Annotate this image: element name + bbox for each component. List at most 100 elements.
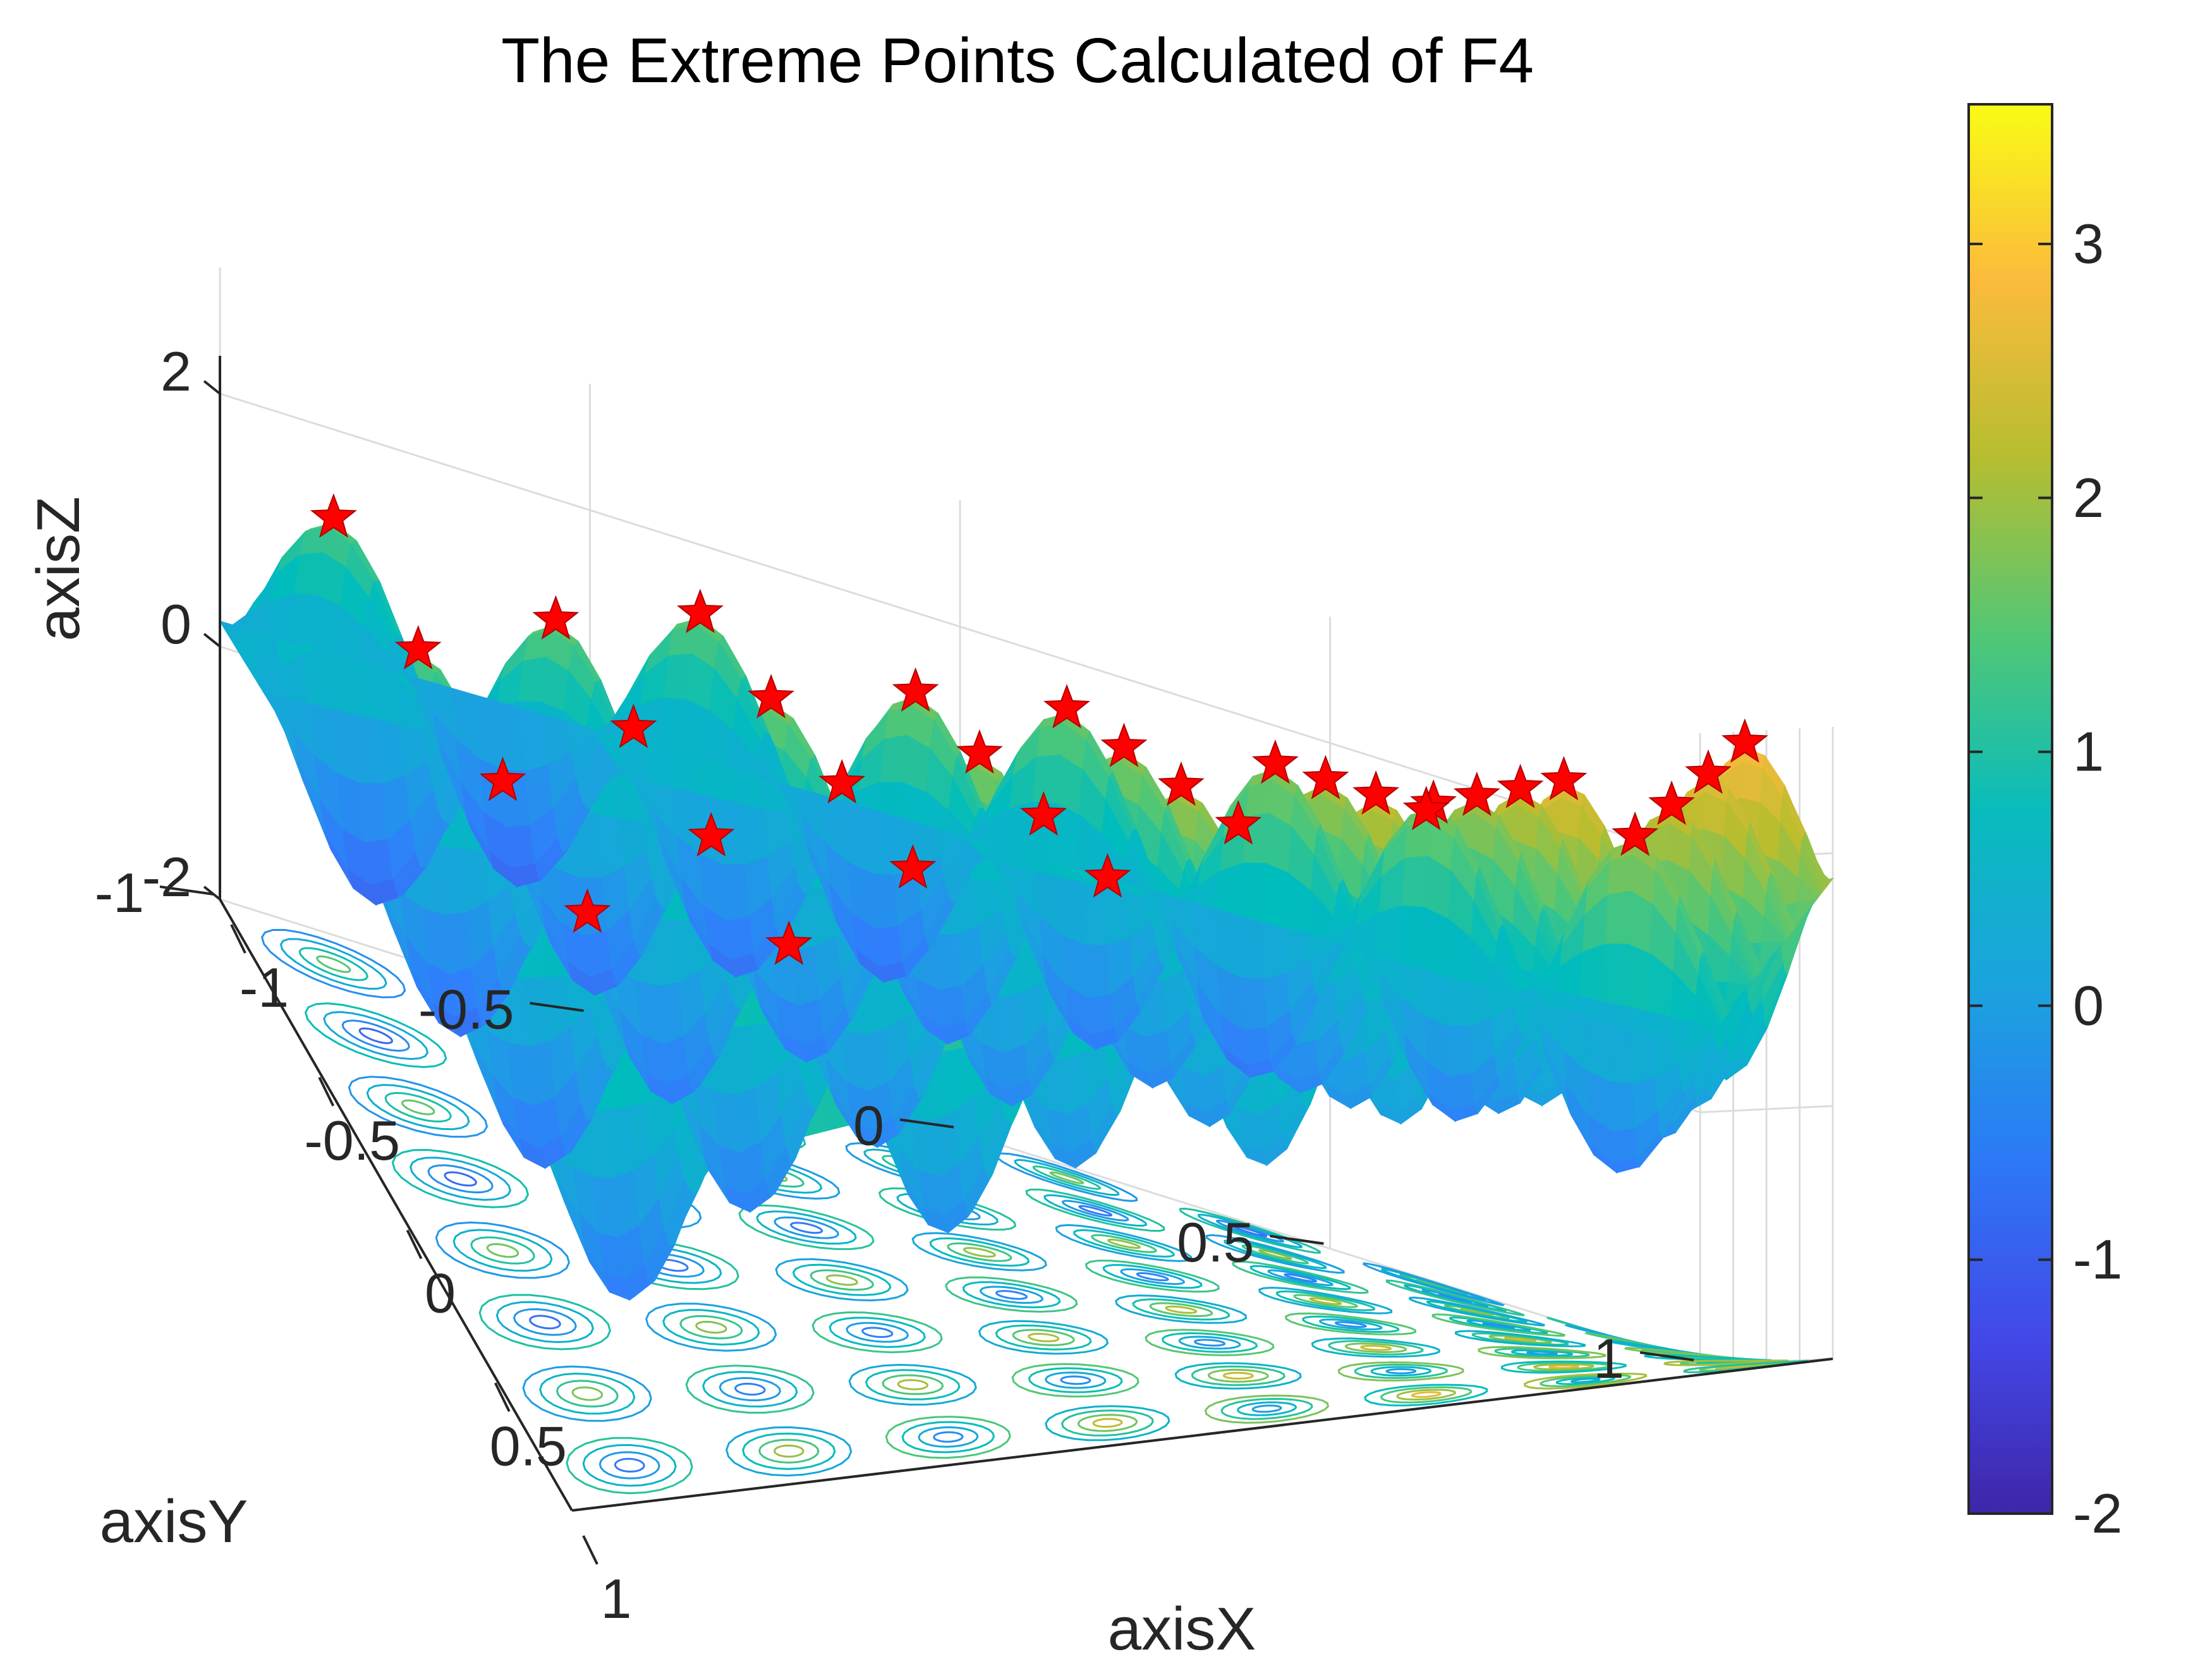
contour-line bbox=[995, 1152, 1138, 1202]
z-tick-mark bbox=[203, 380, 221, 395]
extreme-point-marker bbox=[1684, 749, 1732, 794]
contour-line bbox=[645, 1303, 777, 1352]
contour-line bbox=[792, 1263, 892, 1296]
contour-line bbox=[1370, 1366, 1432, 1377]
contour-line bbox=[1385, 1279, 1525, 1316]
y-tick-mark bbox=[1270, 1234, 1324, 1245]
surface-patch bbox=[1607, 1021, 1634, 1084]
contour-line bbox=[1233, 1225, 1268, 1237]
contour-line bbox=[1293, 1294, 1358, 1308]
contour-line bbox=[865, 1369, 961, 1401]
contour-line bbox=[1396, 1389, 1456, 1401]
contour-line bbox=[1363, 1262, 1505, 1306]
contour-line bbox=[1309, 1297, 1342, 1306]
contour-line bbox=[1354, 1363, 1448, 1379]
surface-patch bbox=[871, 872, 899, 929]
contour-line bbox=[1178, 1335, 1241, 1350]
contour-line bbox=[1232, 1260, 1369, 1294]
surface-patch bbox=[1239, 863, 1267, 924]
contour-line bbox=[1055, 1224, 1193, 1262]
contour-line bbox=[758, 1438, 820, 1464]
surface-patch bbox=[875, 925, 903, 967]
contour-line bbox=[1025, 1188, 1165, 1232]
contour-line bbox=[995, 1324, 1092, 1351]
contour-line bbox=[1193, 1339, 1226, 1347]
y-tick-label: 0 bbox=[853, 1095, 884, 1157]
contour-line bbox=[1555, 1376, 1615, 1385]
extreme-point-marker bbox=[676, 588, 724, 633]
contour-line bbox=[1431, 1313, 1566, 1337]
surface-patch bbox=[1676, 1042, 1703, 1064]
contour-line bbox=[1517, 1362, 1611, 1372]
contour-line bbox=[1107, 1238, 1141, 1249]
extreme-point-marker bbox=[1612, 811, 1659, 856]
surface-patch bbox=[682, 699, 711, 763]
contour-line bbox=[885, 1416, 1011, 1459]
surface-patch bbox=[1607, 854, 1634, 896]
contour-line bbox=[1510, 1349, 1573, 1357]
contour-line bbox=[1409, 1296, 1545, 1327]
colorbar: -2 -1 0 1 2 3 bbox=[1967, 103, 2122, 1545]
contour-line bbox=[1504, 1336, 1536, 1342]
surface-patch bbox=[1602, 943, 1629, 1008]
contour-line bbox=[1073, 1229, 1175, 1258]
surface-patch bbox=[1401, 855, 1429, 909]
contour-line bbox=[1090, 1234, 1157, 1253]
extreme-point-marker bbox=[1352, 770, 1400, 815]
contour-line bbox=[444, 1171, 478, 1187]
contour-line bbox=[775, 1258, 909, 1302]
surface-patch bbox=[1399, 905, 1426, 970]
extreme-point-marker bbox=[1302, 755, 1349, 799]
contour-line bbox=[810, 1269, 875, 1291]
contour-line bbox=[918, 1426, 979, 1448]
contour-line bbox=[348, 1076, 489, 1138]
surface-patch bbox=[1739, 761, 1763, 804]
extreme-point-marker bbox=[892, 667, 939, 712]
contour-line bbox=[1284, 1312, 1417, 1335]
contour-line bbox=[725, 1426, 853, 1477]
contour-line bbox=[528, 1315, 561, 1330]
y-tick-mark bbox=[899, 1118, 954, 1129]
colorbar-tick-label: 0 bbox=[2073, 974, 2104, 1036]
surface-patch bbox=[1612, 1127, 1638, 1164]
y-tick-mark bbox=[1639, 1351, 1694, 1361]
contour-line bbox=[738, 1204, 875, 1250]
contour-line bbox=[734, 1382, 766, 1396]
extreme-point-marker bbox=[1540, 756, 1588, 801]
contour-line bbox=[384, 1091, 452, 1123]
y-tick-label: -1 bbox=[95, 861, 144, 924]
contour-line bbox=[756, 1210, 857, 1245]
surface-patch bbox=[939, 984, 966, 1029]
contour-line bbox=[358, 1027, 394, 1045]
contour-line bbox=[1540, 1374, 1631, 1388]
x-axis-line bbox=[571, 1358, 1833, 1512]
contour-line bbox=[1045, 1371, 1107, 1389]
contour-line bbox=[1145, 1328, 1275, 1356]
contour-line bbox=[811, 1311, 943, 1354]
contour-line bbox=[1471, 1332, 1569, 1346]
contour-line bbox=[1526, 1351, 1558, 1356]
contour-line bbox=[539, 1372, 636, 1415]
z-axis-label: axisZ bbox=[25, 496, 92, 641]
contour-line bbox=[1337, 1361, 1464, 1382]
contour-line bbox=[453, 1229, 553, 1272]
contour-line bbox=[304, 1002, 447, 1068]
extreme-point-marker bbox=[1215, 799, 1262, 845]
contour-line bbox=[1207, 1368, 1269, 1383]
contour-line bbox=[522, 1365, 652, 1422]
contour-line bbox=[1222, 1371, 1254, 1380]
extreme-point-marker bbox=[748, 674, 795, 719]
contour-line bbox=[929, 1237, 1030, 1267]
surface-patch bbox=[1449, 1071, 1476, 1110]
contour-line bbox=[1060, 1409, 1154, 1437]
contour-line bbox=[1092, 1418, 1123, 1428]
contour-line bbox=[470, 1236, 535, 1265]
extreme-point-marker bbox=[394, 624, 442, 670]
surface-patch bbox=[1605, 890, 1631, 945]
surface-patch bbox=[1240, 976, 1268, 1030]
contour-line bbox=[1380, 1386, 1473, 1404]
contour-line bbox=[1165, 1305, 1198, 1314]
contour-line bbox=[846, 1322, 909, 1343]
contour-line bbox=[1360, 1344, 1392, 1351]
axes bbox=[159, 356, 1833, 1565]
